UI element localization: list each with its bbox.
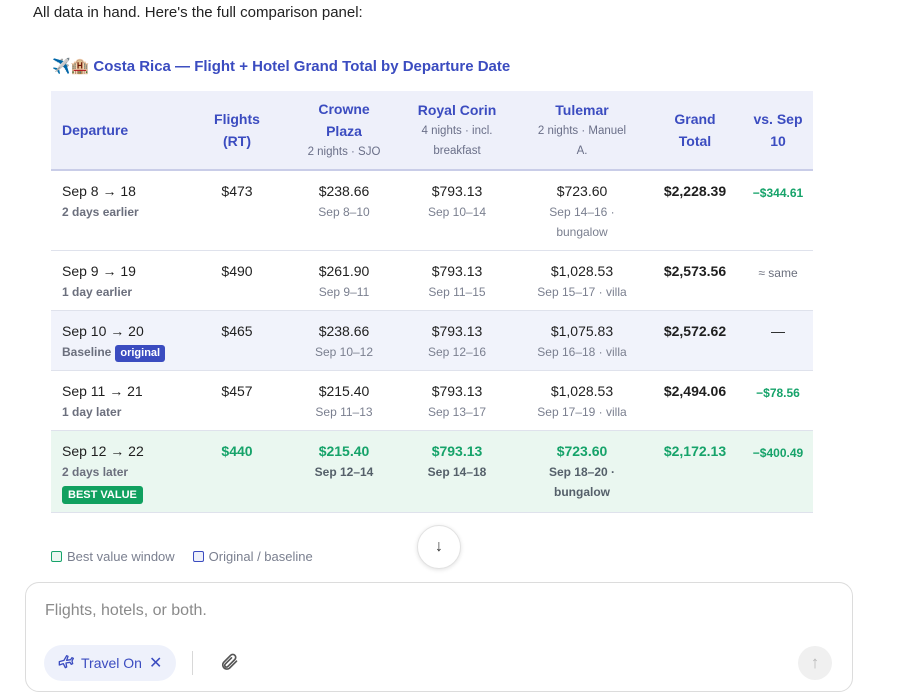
header-royal: Royal Corin 4 nights · incl. breakfast xyxy=(397,91,517,171)
table-legend: Best value window Original / baseline xyxy=(51,549,313,564)
paperclip-icon xyxy=(221,653,238,670)
table-row-baseline: Sep 10 → 20 Baseline original $465 $238.6… xyxy=(51,310,813,371)
row-grand-total: $2,494.06 xyxy=(647,370,743,431)
row-tulemar: $1,075.83 Sep 16–18 · villa xyxy=(517,310,647,371)
send-button[interactable]: ↑ xyxy=(798,646,832,680)
row-grand-total: $2,573.56 xyxy=(647,250,743,311)
attach-button[interactable] xyxy=(216,649,242,675)
row-grand-total: $2,572.62 xyxy=(647,310,743,371)
row-vs-baseline: −$78.56 xyxy=(743,370,813,431)
row-crowne: $261.90 Sep 9–11 xyxy=(291,250,397,311)
row-flights: $457 xyxy=(183,370,291,431)
panel-title-text: Costa Rica — Flight + Hotel Grand Total … xyxy=(93,57,511,75)
table-header-row: Departure Flights (RT) Crowne Plaza 2 ni… xyxy=(51,91,813,171)
row-flights: $490 xyxy=(183,250,291,311)
table-row: Sep 11 → 21 1 day later $457 $215.40 Sep … xyxy=(51,370,813,431)
close-icon[interactable]: ✕ xyxy=(148,655,163,672)
legend-best-value: Best value window xyxy=(51,549,175,564)
table-row: Sep 9 → 19 1 day earlier $490 $261.90 Sep… xyxy=(51,250,813,311)
header-vs-baseline: vs. Sep 10 xyxy=(743,91,813,171)
row-vs-baseline: — xyxy=(743,310,813,371)
row-departure: Sep 11 → 21 1 day later xyxy=(51,370,183,431)
row-tulemar: $1,028.53 Sep 17–19 · villa xyxy=(517,370,647,431)
row-vs-baseline: ≈ same xyxy=(743,250,813,311)
green-square-icon xyxy=(51,551,62,562)
intro-text: All data in hand. Here's the full compar… xyxy=(33,4,363,21)
row-departure: Sep 10 → 20 Baseline original xyxy=(51,310,183,371)
row-departure: Sep 12 → 22 2 days later BEST VALUE xyxy=(51,430,183,513)
header-departure: Departure xyxy=(51,91,183,171)
table-row-best-value: Sep 12 → 22 2 days later BEST VALUE $440… xyxy=(51,430,813,513)
divider xyxy=(192,651,193,675)
row-grand-total: $2,228.39 xyxy=(647,170,743,251)
row-departure: Sep 9 → 19 1 day earlier xyxy=(51,250,183,311)
row-flights: $440 xyxy=(183,430,291,513)
comparison-table: Departure Flights (RT) Crowne Plaza 2 ni… xyxy=(51,91,813,513)
header-crowne: Crowne Plaza 2 nights · SJO xyxy=(291,91,397,171)
panel-title: ✈️🏨 Costa Rica — Flight + Hotel Grand To… xyxy=(52,57,510,75)
row-royal: $793.13 Sep 10–14 xyxy=(397,170,517,251)
row-royal: $793.13 Sep 14–18 xyxy=(397,430,517,513)
plane-icon xyxy=(58,653,74,673)
row-departure: Sep 8 → 18 2 days earlier xyxy=(51,170,183,251)
row-grand-total: $2,172.13 xyxy=(647,430,743,513)
row-crowne: $238.66 Sep 10–12 xyxy=(291,310,397,371)
travel-on-chip[interactable]: Travel On ✕ xyxy=(44,645,177,681)
row-crowne: $238.66 Sep 8–10 xyxy=(291,170,397,251)
row-tulemar: $1,028.53 Sep 15–17 · villa xyxy=(517,250,647,311)
row-royal: $793.13 Sep 13–17 xyxy=(397,370,517,431)
message-composer[interactable]: Flights, hotels, or both. Travel On ✕ ↑ xyxy=(25,582,853,692)
header-tulemar-sub: 2 nights · Manuel A. xyxy=(537,125,627,157)
scroll-down-button[interactable]: ↓ xyxy=(417,525,461,569)
header-tulemar: Tulemar 2 nights · Manuel A. xyxy=(517,91,647,171)
row-flights: $465 xyxy=(183,310,291,371)
legend-original: Original / baseline xyxy=(192,549,313,564)
row-flights: $473 xyxy=(183,170,291,251)
row-royal: $793.13 Sep 12–16 xyxy=(397,310,517,371)
header-royal-sub: 4 nights · incl. breakfast xyxy=(421,125,493,157)
table-row: Sep 8 → 18 2 days earlier $473 $238.66 Se… xyxy=(51,170,813,251)
arrow-up-icon: ↑ xyxy=(810,653,820,672)
plane-hotel-icon: ✈️🏨 xyxy=(52,57,90,75)
original-badge: original xyxy=(115,345,166,362)
chip-label: Travel On xyxy=(81,655,142,671)
row-crowne: $215.40 Sep 11–13 xyxy=(291,370,397,431)
row-vs-baseline: −$344.61 xyxy=(743,170,813,251)
blue-square-icon xyxy=(192,551,204,562)
header-grand-total: Grand Total xyxy=(647,91,743,171)
row-vs-baseline: −$400.49 xyxy=(743,430,813,513)
row-crowne: $215.40 Sep 12–14 xyxy=(291,430,397,513)
row-royal: $793.13 Sep 11–15 xyxy=(397,250,517,311)
row-tulemar: $723.60 Sep 18–20 · bungalow xyxy=(517,430,647,513)
arrow-down-icon: ↓ xyxy=(435,538,443,555)
row-tulemar: $723.60 Sep 14–16 · bungalow xyxy=(517,170,647,251)
best-value-badge: BEST VALUE xyxy=(62,486,143,504)
header-flights: Flights (RT) xyxy=(183,91,291,171)
header-crowne-sub: 2 nights · SJO xyxy=(307,146,381,158)
composer-input[interactable]: Flights, hotels, or both. xyxy=(45,602,207,619)
